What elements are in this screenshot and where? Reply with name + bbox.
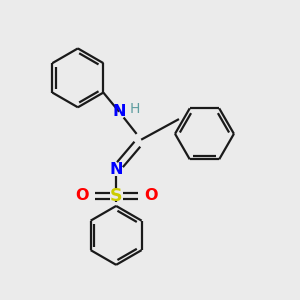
Text: S: S — [110, 187, 122, 205]
Text: H: H — [129, 102, 140, 116]
Text: N: N — [112, 104, 126, 119]
Text: N: N — [110, 162, 123, 177]
Text: O: O — [75, 188, 88, 203]
Text: O: O — [144, 188, 157, 203]
